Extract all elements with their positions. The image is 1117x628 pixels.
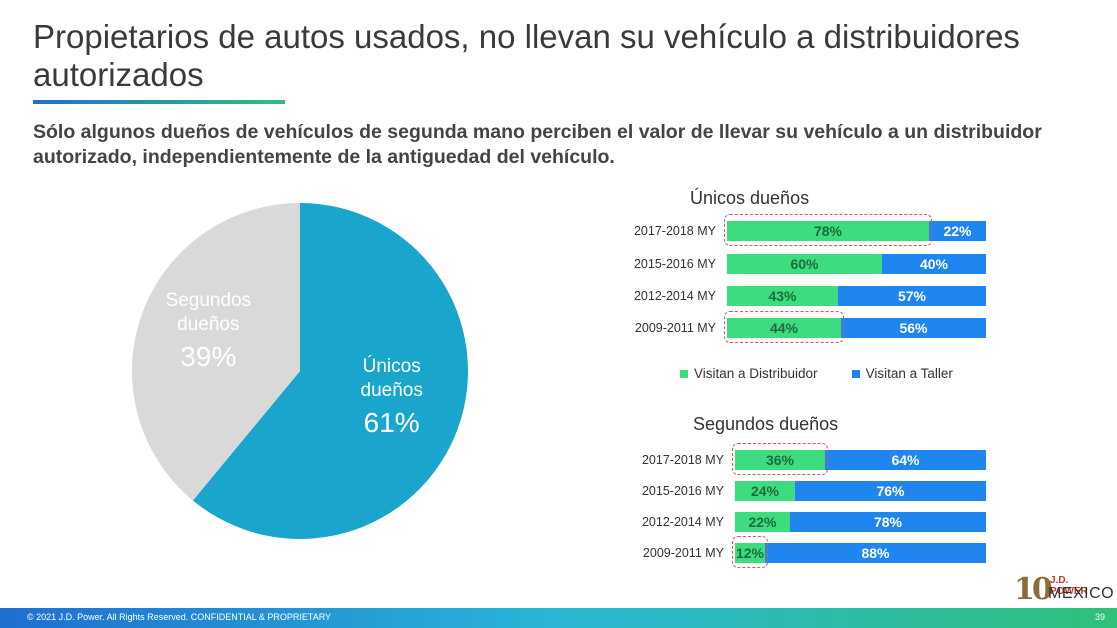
pie-segundos-name-line1: Segundos [166, 290, 252, 311]
bar-chart-title-unicos: Únicos dueños [690, 188, 810, 208]
row-label-segundos-0: 2017-2018 MY [641, 453, 724, 467]
bar-segment-distribuidor: 60% [727, 254, 882, 274]
legend-label-taller: Visitan a Taller [865, 366, 953, 381]
legend-swatch-blue [851, 369, 860, 378]
bar-legend: Visitan a Distribuidor Visitan a Taller [680, 366, 953, 381]
stacked-bar-segundos-3: 12% 88% [735, 543, 986, 563]
highlight-box-segundos-0 [732, 443, 828, 475]
logo-number: 10 [1014, 572, 1053, 607]
bar-segment-taller: 64% [825, 450, 986, 470]
footer-copyright: © 2021 J.D. Power. All Rights Reserved. … [27, 612, 332, 622]
stacked-bar-unicos-3: 44% 56% [727, 318, 986, 338]
title-underline [33, 100, 285, 104]
pie-unicos-name-line1: Únicos [363, 355, 421, 377]
logo-country: MEXICO [1048, 585, 1115, 602]
highlight-box-unicos-3 [724, 311, 844, 343]
bar-chart-title-segundos: Segundos dueños [693, 414, 839, 434]
bar-segment-taller: 56% [841, 318, 986, 338]
bar-segment-taller: 40% [882, 254, 986, 274]
legend-swatch-green [680, 369, 688, 378]
pie-slice-segundos [132, 203, 300, 501]
bar-segment-distribuidor: 44% [727, 318, 841, 338]
row-label-unicos-3: 2009-2011 MY [634, 321, 716, 335]
slide-title: Propietarios de autos usados, no llevan … [33, 18, 1020, 93]
legend-item-distribuidor: Visitan a Distribuidor [680, 366, 818, 381]
row-label-unicos-2: 2012-2014 MY [633, 289, 716, 303]
pie-segundos-value-label: 39% [180, 341, 236, 372]
highlight-box-unicos-0 [724, 214, 932, 246]
stacked-bar-unicos-2: 43% 57% [727, 286, 986, 306]
bar-segment-taller: 76% [795, 481, 986, 501]
bar-segment-distribuidor: 36% [735, 450, 825, 470]
bar-segment-distribuidor: 22% [735, 512, 790, 532]
row-label-segundos-1: 2015-2016 MY [641, 484, 724, 498]
bar-segment-taller: 88% [765, 543, 986, 563]
logo-brand: J.D. POWER [1050, 575, 1088, 597]
bar-segment-distribuidor: 78% [727, 221, 929, 241]
page-number: 39 [1094, 612, 1105, 622]
stacked-bar-segundos-2: 22% 78% [735, 512, 986, 532]
jd-power-mexico-logo: 10 J.D. POWER MEXICO [1014, 572, 1114, 607]
row-label-segundos-3: 2009-2011 MY [642, 546, 724, 560]
pie-unicos-name-line2: dueños [361, 380, 423, 401]
stacked-bar-unicos-1: 60% 40% [727, 254, 986, 274]
bar-segment-taller: 22% [929, 221, 986, 241]
bar-segment-taller: 57% [838, 286, 986, 306]
pie-unicos-value-label: 61% [364, 407, 420, 438]
pie-slice-unicos [192, 203, 468, 539]
stacked-bar-segundos-1: 24% 76% [735, 481, 986, 501]
highlight-box-segundos-3 [732, 536, 768, 568]
legend-item-taller: Visitan a Taller [851, 366, 953, 381]
bar-segment-distribuidor: 12% [735, 543, 765, 563]
row-label-segundos-2: 2012-2014 MY [641, 515, 724, 529]
footer-bar: © 2021 J.D. Power. All Rights Reserved. … [0, 608, 1117, 628]
ownership-pie-chart: Únicos dueños 61% Segundos dueños 39% [132, 203, 468, 539]
pie-segundos-name-line2: dueños [177, 314, 239, 335]
bar-segment-distribuidor: 43% [727, 286, 838, 306]
stacked-bar-unicos-0: 78% 22% [727, 221, 986, 241]
legend-label-distribuidor: Visitan a Distribuidor [694, 366, 818, 381]
slide-subtitle: Sólo algunos dueños de vehículos de segu… [33, 121, 1042, 168]
row-label-unicos-0: 2017-2018 MY [633, 224, 716, 238]
row-label-unicos-1: 2015-2016 MY [633, 257, 716, 271]
bar-segment-distribuidor: 24% [735, 481, 795, 501]
stacked-bar-segundos-0: 36% 64% [735, 450, 986, 470]
bar-segment-taller: 78% [790, 512, 986, 532]
